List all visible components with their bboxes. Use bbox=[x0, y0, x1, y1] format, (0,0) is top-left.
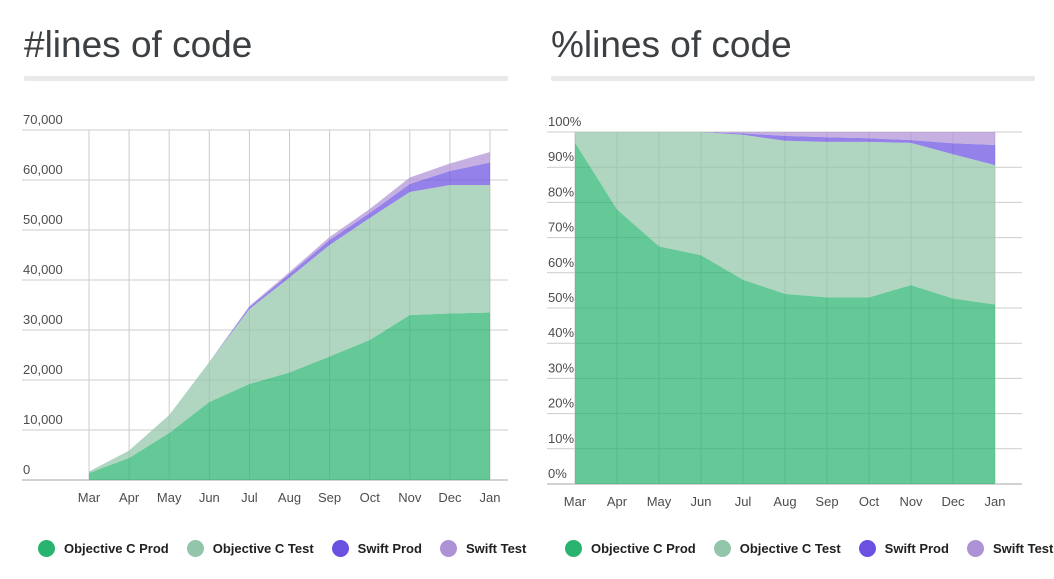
legend-label: Swift Prod bbox=[884, 541, 949, 556]
legend-swatch-icon bbox=[439, 540, 457, 557]
title-divider bbox=[551, 76, 1035, 81]
y-axis-tick-label: 10,000 bbox=[23, 412, 63, 427]
y-axis-tick-label: 40% bbox=[548, 325, 574, 340]
x-axis-tick-label: Jan bbox=[480, 490, 501, 505]
legend-label: Objective C Prod bbox=[64, 541, 169, 556]
x-axis-tick-label: Dec bbox=[941, 494, 965, 509]
x-axis-tick-label: Jun bbox=[199, 490, 220, 505]
x-axis-tick-label: Mar bbox=[564, 494, 587, 509]
stacked-area-chart-absolute[interactable]: 0 10,000 20,000 30,000 40,000 50,000 60,000 70,… bbox=[0, 95, 527, 535]
x-axis-tick-label: Jun bbox=[691, 494, 712, 509]
y-axis-tick-label: 30% bbox=[548, 360, 574, 375]
area-series-objective-c-prod bbox=[89, 312, 490, 480]
y-axis-tick-label: 0% bbox=[548, 466, 567, 481]
area-series-swift-test bbox=[575, 132, 995, 145]
legend-label: Objective C Prod bbox=[591, 541, 696, 556]
legend-swatch-icon bbox=[331, 540, 349, 557]
x-axis-tick-label: Apr bbox=[119, 490, 140, 505]
legend-item-swift-test: Swift Test bbox=[439, 540, 527, 557]
x-axis-tick-label: Mar bbox=[78, 490, 101, 505]
y-axis-tick-label: 70% bbox=[548, 220, 574, 235]
x-axis-tick-label: May bbox=[157, 490, 182, 505]
legend-item-swift-test: Swift Test bbox=[966, 540, 1054, 557]
x-axis-tick-label: Sep bbox=[815, 494, 838, 509]
chart-title-absolute: #lines of code bbox=[24, 24, 253, 65]
legend-item-objective-c-prod: Objective C Prod bbox=[38, 540, 169, 557]
legend-item-swift-prod: Swift Prod bbox=[331, 540, 422, 557]
y-axis-tick-label: 60,000 bbox=[23, 162, 63, 177]
x-axis-tick-label: Aug bbox=[773, 494, 796, 509]
y-axis-tick-label: 50% bbox=[548, 290, 574, 305]
legend-swatch-icon bbox=[713, 540, 731, 557]
legend-label: Objective C Test bbox=[739, 541, 841, 556]
y-axis-tick-label: 50,000 bbox=[23, 212, 63, 227]
chart-panel-absolute: #lines of code 0 10,000 20,000 30,000 40,000… bbox=[0, 24, 527, 557]
y-axis-tick-label: 100% bbox=[548, 114, 582, 129]
x-axis-tick-label: Jul bbox=[735, 494, 752, 509]
chart-title-percent: %lines of code bbox=[551, 24, 792, 65]
y-axis-tick-label: 0 bbox=[23, 462, 30, 477]
legend-swatch-icon bbox=[186, 540, 204, 557]
y-axis-tick-label: 60% bbox=[548, 255, 574, 270]
y-axis-tick-label: 40,000 bbox=[23, 262, 63, 277]
chart-panel-percent: %lines of code 0% 10% 20% 30% 40% 50% 60% 70% 80… bbox=[527, 0, 1054, 579]
area-series-swift-prod bbox=[575, 132, 995, 166]
x-axis-tick-label: Nov bbox=[899, 494, 923, 509]
legend-percent: Objective C Prod Objective C Test Swift Pr… bbox=[527, 540, 1054, 557]
x-axis-tick-label: Nov bbox=[398, 490, 422, 505]
y-axis-tick-label: 80% bbox=[548, 184, 574, 199]
x-axis-tick-label: Dec bbox=[438, 490, 462, 505]
legend-swatch-icon bbox=[38, 540, 55, 557]
x-axis-tick-label: Oct bbox=[360, 490, 381, 505]
y-axis-tick-label: 20% bbox=[548, 396, 574, 411]
legend-swatch-icon bbox=[858, 540, 876, 557]
title-divider bbox=[24, 76, 508, 81]
x-axis-tick-label: Aug bbox=[278, 490, 301, 505]
legend-label: Objective C Test bbox=[212, 541, 314, 556]
x-axis-tick-label: Apr bbox=[607, 494, 628, 509]
stacked-area-chart-percent[interactable]: 0% 10% 20% 30% 40% 50% 60% 70% 80% 90% 100% Mar Apr M… bbox=[527, 95, 1054, 535]
y-axis-tick-label: 10% bbox=[548, 431, 574, 446]
x-axis-tick-label: Oct bbox=[859, 494, 880, 509]
area-series-objective-c-prod bbox=[575, 142, 995, 484]
legend-label: Swift Prod bbox=[357, 541, 422, 556]
y-axis-tick-label: 70,000 bbox=[23, 112, 63, 127]
y-axis-tick-label: 30,000 bbox=[23, 312, 63, 327]
legend-item-objective-c-prod: Objective C Prod bbox=[565, 540, 696, 557]
legend-swatch-icon bbox=[565, 540, 582, 557]
area-series-objective-c-test bbox=[575, 132, 995, 305]
legend-label: Swift Test bbox=[992, 541, 1054, 556]
y-axis-tick-label: 20,000 bbox=[23, 362, 63, 377]
x-axis-tick-label: Jul bbox=[241, 490, 258, 505]
y-axis-tick-label: 90% bbox=[548, 149, 574, 164]
x-axis-tick-label: Jan bbox=[985, 494, 1006, 509]
legend-item-swift-prod: Swift Prod bbox=[858, 540, 949, 557]
legend-label: Swift Test bbox=[465, 541, 527, 556]
x-axis-tick-label: Sep bbox=[318, 490, 341, 505]
legend-item-objective-c-test: Objective C Test bbox=[713, 540, 841, 557]
legend-swatch-icon bbox=[966, 540, 984, 557]
legend-item-objective-c-test: Objective C Test bbox=[186, 540, 314, 557]
area-series-objective-c-test bbox=[89, 185, 490, 473]
legend-absolute: Objective C Prod Objective C Test Swift Pr… bbox=[0, 540, 527, 557]
x-axis-tick-label: May bbox=[647, 494, 672, 509]
